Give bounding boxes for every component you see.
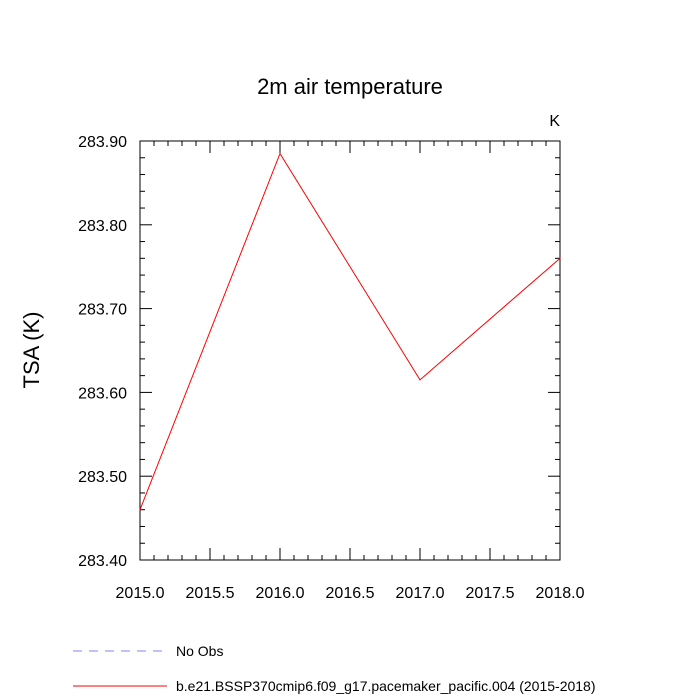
series-point	[419, 379, 421, 381]
x-tick-label: 2016.0	[256, 585, 305, 602]
series-point	[139, 509, 141, 511]
series-line	[139, 152, 561, 510]
units-label: K	[549, 113, 560, 130]
series-point	[559, 257, 561, 259]
plot-area: 2015.0 2015.5 2016.0 2016.5 2017.0 2017.5 2018…	[78, 134, 585, 602]
legend: No Obs b.e21.BSSP370cmip6.f09_g17.pacemak…	[73, 643, 596, 694]
x-tick-label: 2015.5	[186, 585, 235, 602]
legend-label: No Obs	[176, 643, 223, 659]
chart-title: 2m air temperature	[257, 74, 443, 99]
y-tick-label: 283.80	[78, 218, 127, 235]
series-point	[279, 153, 281, 155]
x-tick-label: 2017.0	[396, 585, 445, 602]
y-tick-label: 283.50	[78, 469, 127, 486]
x-tick-label: 2016.5	[326, 585, 375, 602]
x-tick-label: 2015.0	[116, 585, 165, 602]
y-tick-label: 283.60	[78, 385, 127, 402]
y-tick-label: 283.90	[78, 134, 127, 151]
x-tick-label: 2018.0	[536, 585, 585, 602]
y-tick-label: 283.70	[78, 302, 127, 319]
y-axis-label: TSA (K)	[19, 311, 44, 388]
y-tick-label: 283.40	[78, 553, 127, 570]
legend-label: b.e21.BSSP370cmip6.f09_g17.pacemaker_pac…	[176, 678, 596, 694]
x-tick-label: 2017.5	[466, 585, 515, 602]
